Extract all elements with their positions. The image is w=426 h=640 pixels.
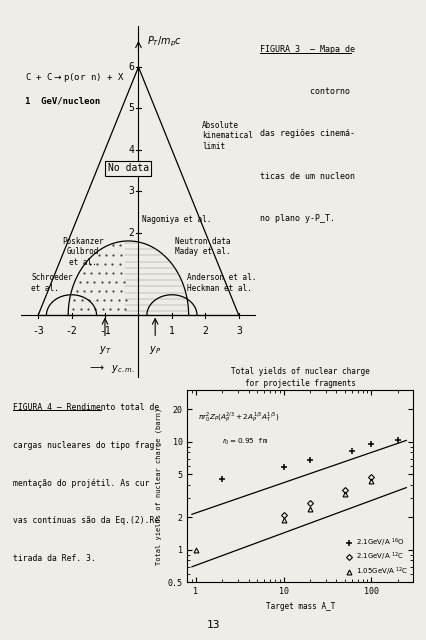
Text: No data: No data (108, 163, 149, 173)
Text: 3: 3 (236, 326, 242, 336)
Text: $y_P$: $y_P$ (149, 344, 161, 356)
Text: -1: -1 (99, 326, 111, 336)
Text: 3: 3 (128, 186, 134, 196)
Text: FIGURA 3  – Mapa de: FIGURA 3 – Mapa de (260, 45, 355, 54)
Text: $\pi r_0^2 Z_P(A_P^{2/3}+2A_P^{1/3}A_T^{1/3})$: $\pi r_0^2 Z_P(A_P^{2/3}+2A_P^{1/3}A_T^{… (198, 410, 279, 424)
Text: -3: -3 (32, 326, 44, 336)
Text: Neutron data
Maday et al.: Neutron data Maday et al. (175, 237, 231, 256)
X-axis label: Target mass A_T: Target mass A_T (266, 602, 335, 611)
Title: Total yields of nuclear charge
for projectile fragments: Total yields of nuclear charge for proje… (231, 367, 370, 388)
Text: 4: 4 (128, 145, 134, 155)
Text: $y_T$: $y_T$ (99, 344, 111, 356)
Text: 1: 1 (169, 326, 175, 336)
Text: 13: 13 (206, 620, 220, 630)
Text: cargas nucleares do tipo frag-: cargas nucleares do tipo frag- (13, 441, 159, 450)
Text: mentação do projétil. As cur -: mentação do projétil. As cur - (13, 479, 159, 488)
Text: $\longrightarrow$ $y_{c.m.}$: $\longrightarrow$ $y_{c.m.}$ (88, 363, 135, 375)
Text: 5: 5 (128, 104, 134, 113)
Text: C + C$\rightarrow$p(or n) + X: C + C$\rightarrow$p(or n) + X (25, 71, 124, 84)
Y-axis label: Total yields of nuclear charge (barn): Total yields of nuclear charge (barn) (155, 408, 162, 565)
Text: contorno: contorno (260, 87, 350, 96)
Text: Absolute
kinematical
limit: Absolute kinematical limit (202, 121, 253, 150)
Text: -2: -2 (66, 326, 78, 336)
Text: ticas de um nucleon: ticas de um nucleon (260, 172, 355, 180)
Text: $P_T/m_pc$: $P_T/m_pc$ (147, 35, 182, 49)
Text: Nagomiya et al.: Nagomiya et al. (142, 216, 211, 225)
Text: Schroeder
et al.: Schroeder et al. (32, 273, 73, 292)
Text: Poskanzer
Gulbrod
et al.: Poskanzer Gulbrod et al. (63, 237, 104, 267)
Text: Anderson et al.
Heckman et al.: Anderson et al. Heckman et al. (187, 273, 256, 292)
Legend: 2.1GeV/A $^{16}$O, 2.1GeV/A $^{12}$C, 1.05GeV/A $^{12}$C: 2.1GeV/A $^{16}$O, 2.1GeV/A $^{12}$C, 1.… (343, 535, 410, 579)
Text: 2: 2 (202, 326, 208, 336)
Text: 1  GeV/nucleon: 1 GeV/nucleon (25, 96, 100, 105)
Text: 2: 2 (128, 228, 134, 237)
Text: $r_0=0.95$ fm: $r_0=0.95$ fm (222, 437, 268, 447)
Text: no plano y-P_T.: no plano y-P_T. (260, 214, 335, 223)
Text: 6: 6 (128, 62, 134, 72)
Text: vas contínuas são da Eq.(2).Re: vas contínuas são da Eq.(2).Re (13, 516, 159, 525)
Text: das regiões cinemá-: das regiões cinemá- (260, 129, 355, 138)
Text: tirada da Ref. 3.: tirada da Ref. 3. (13, 554, 96, 563)
Text: FIGURA 4 – Rendimento total de: FIGURA 4 – Rendimento total de (13, 403, 159, 412)
